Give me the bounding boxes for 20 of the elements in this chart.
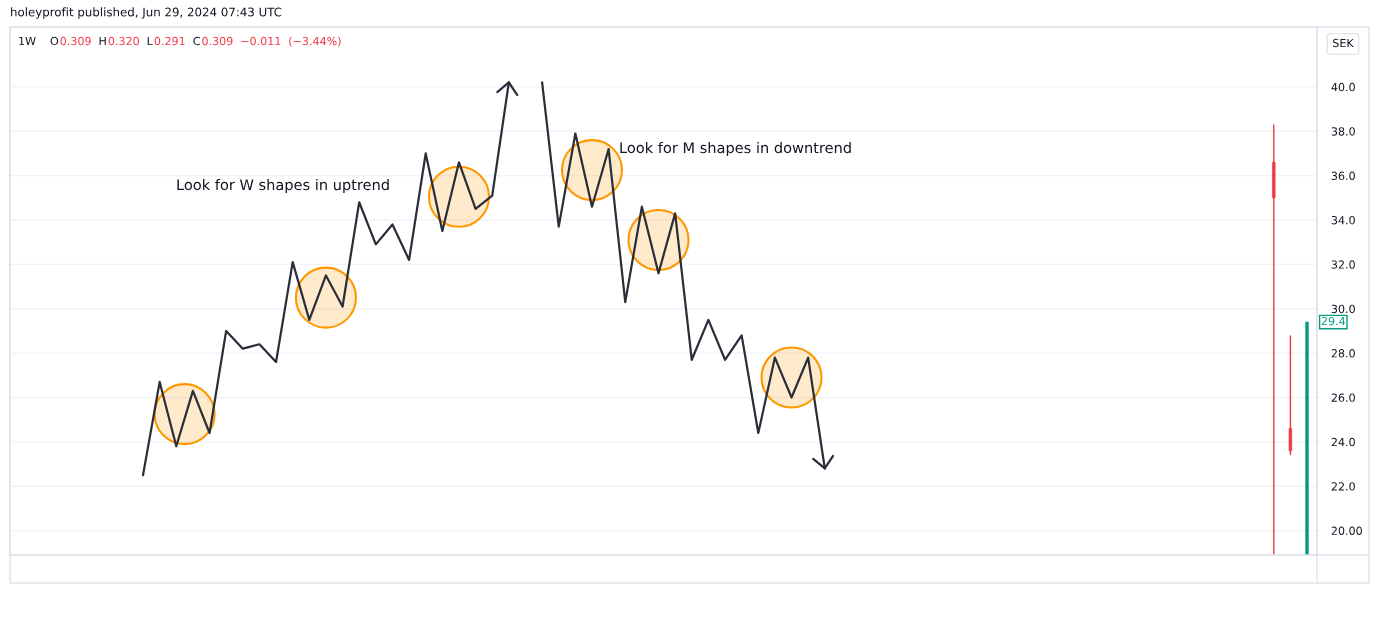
y-tick-label: 28.0: [1331, 349, 1355, 358]
y-tick-label: 32.0: [1331, 260, 1355, 269]
text: holeyprofit published, Jun 29, 2024 07:43 UTC: [11, 7, 282, 19]
y-tick-label: 24.0: [1331, 437, 1355, 447]
y-tick-label: 38.0: [1331, 127, 1355, 136]
text: 29.4: [1321, 316, 1346, 326]
candlestick: [1272, 123, 1276, 555]
annotation: Look for M shapes in downtrend: [620, 141, 851, 157]
y-tick-label: 20.00: [1331, 526, 1362, 535]
text: 1W: [19, 36, 36, 46]
y-tick-label: 34.0: [1331, 215, 1355, 225]
y-tick-label: 26.0: [1331, 393, 1355, 402]
annotation: Look for W shapes in uptrend: [177, 178, 389, 194]
text: O0.309 H0.320 L0.291 C0.309 −0.011 (−3.44%): [50, 36, 341, 47]
y-tick-label: 40.0: [1331, 82, 1355, 92]
y-tick-label: 30.0: [1331, 304, 1355, 314]
candlestick: [1288, 334, 1293, 456]
y-axis-title: SEK: [1333, 38, 1354, 48]
y-tick-label: 36.0: [1331, 171, 1355, 181]
y-tick-label: 22.0: [1331, 482, 1355, 491]
